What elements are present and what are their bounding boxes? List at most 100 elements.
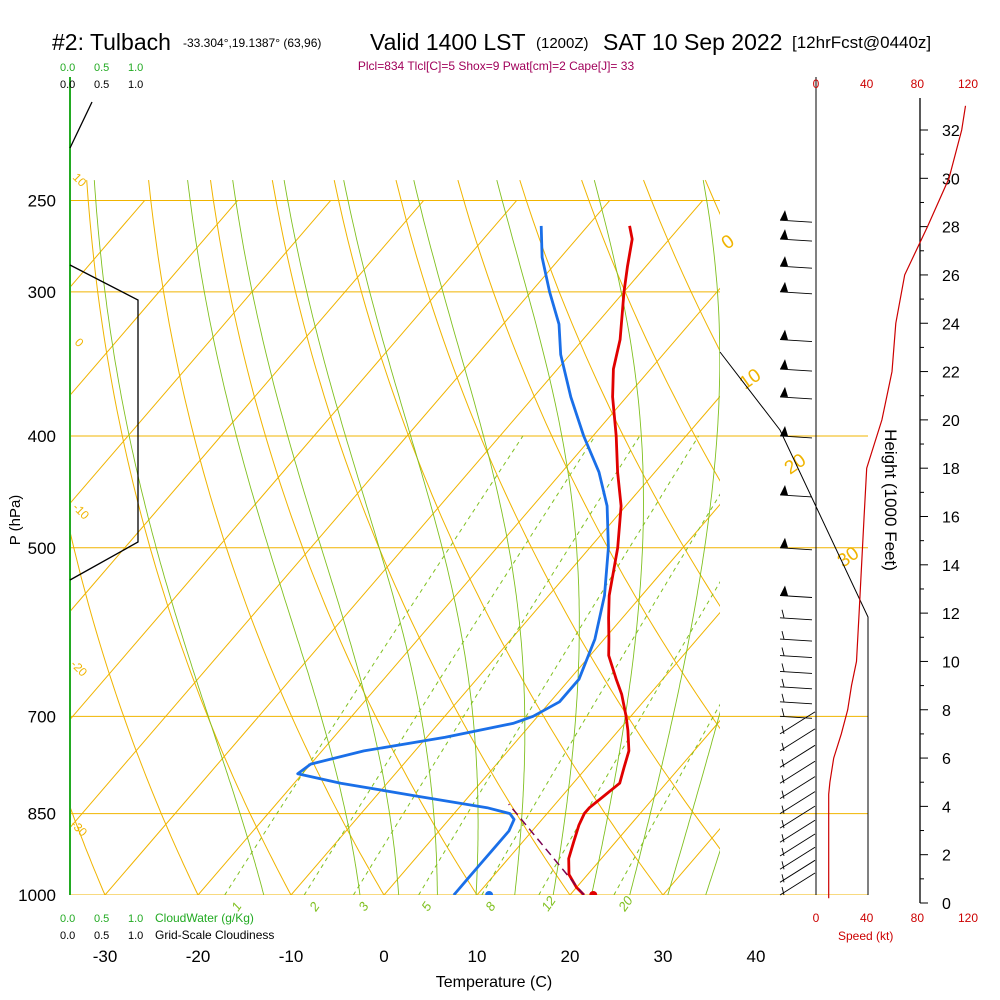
wind-barb-flag (781, 663, 785, 672)
mixing-ratio-label: 12 (538, 893, 559, 914)
wind-barb-flag (781, 805, 785, 814)
chart-header: #2: Tulbach -33.304°,19.1387° (63,96) Va… (52, 29, 931, 73)
wind-barb-flag (781, 886, 785, 896)
isotherm-line (197, 287, 720, 895)
height-tick-label: 12 (942, 606, 960, 623)
height-tick-label: 0 (942, 896, 951, 913)
speed-tick-label-top: 0 (813, 77, 820, 91)
isobar-grid (70, 200, 720, 895)
wind-barb-pennant (780, 484, 788, 495)
wind-barb-flag (781, 678, 785, 687)
moist-adiabat-line (343, 180, 479, 895)
temperature-tick-label: 10 (468, 947, 487, 966)
wind-barb (779, 368, 813, 372)
speed-title: Speed (kt) (838, 929, 893, 943)
height-tick-label: 8 (942, 703, 951, 720)
cloudwater-scale-top-2: 1.0 (128, 62, 143, 74)
wind-barb-flag (781, 874, 785, 883)
wind-barb (779, 435, 813, 439)
wind-barb-flag (781, 708, 785, 717)
isotherm-line (383, 503, 720, 895)
height-tick-label: 14 (942, 558, 960, 575)
temperature-profile (567, 225, 634, 895)
cloudwater-scale-bottom-1: 0.5 (94, 913, 109, 925)
wind-barb-pennant (780, 537, 788, 548)
pressure-tick-label: 300 (28, 283, 56, 302)
isotherm-line (849, 201, 1000, 895)
dry-adiabat-line (70, 529, 199, 895)
dry-adiabat-line (953, 180, 1000, 919)
mixing-ratio-label: 8 (482, 899, 499, 914)
wind-barb (779, 744, 816, 768)
indices-line: Plcl=834 Tlcl[C]=5 Shox=9 Pwat[cm]=2 Cap… (358, 59, 635, 73)
cloudiness-scale-top-1: 0.5 (94, 79, 109, 91)
mixing-ratio-line (481, 493, 720, 895)
moist-adiabat-line (705, 849, 720, 895)
wind-barb (779, 339, 813, 343)
wind-barb-flag (781, 819, 785, 829)
wind-barb-pennant (780, 359, 788, 370)
dry-adiabat-line (457, 179, 720, 730)
dry-adiabat-line (0, 180, 21, 919)
wind-barb-flag (781, 647, 785, 656)
cloud-panel (69, 77, 139, 895)
wind-barb (779, 670, 813, 674)
cloudiness-scale-bottom-1: 0.5 (94, 930, 109, 942)
wind-barb (779, 819, 816, 843)
wind-barb-flag (781, 775, 785, 784)
mixing-ratio-label: 5 (418, 899, 435, 914)
speed-height-panel: 0246810121416182022242628303200404080801… (719, 77, 978, 925)
isotherm-line (476, 611, 720, 895)
speed-tick-label-top: 40 (860, 77, 874, 91)
cloudiness-scale-top-2: 1.0 (128, 79, 143, 91)
wind-barb (779, 595, 813, 598)
wind-barb-pennant (780, 210, 788, 221)
wind-barb-flag (781, 834, 785, 843)
wind-barb-flag (781, 847, 785, 857)
moist-adiabat-line (93, 180, 265, 895)
dry-adiabat-label: 0 (72, 335, 87, 350)
wind-barb (779, 238, 813, 242)
wind-barb (779, 638, 813, 642)
wind-barb (779, 846, 816, 870)
temperature-axis-title: Temperature (C) (436, 974, 552, 991)
cloudwater-scale-bottom-2: 1.0 (128, 913, 143, 925)
dry-adiabat-line (210, 180, 478, 895)
surface-dewpoint-dot (485, 891, 494, 895)
dry-adiabat-label: -10 (70, 500, 92, 522)
cloudiness-scale-top-0: 0.0 (60, 79, 75, 91)
wind-barb-flag (781, 725, 785, 735)
wind-barb (779, 833, 816, 857)
temperature-tick-label: -30 (93, 947, 118, 966)
dry-adiabat-grid (0, 179, 1000, 919)
pressure-tick-label: 500 (28, 539, 56, 558)
height-tick-label: 28 (942, 220, 960, 237)
speed-tick-label-top: 80 (911, 77, 925, 91)
scale-labels: 0.0 0.5 1.0 0.0 0.5 1.0 0.0 0.5 1.0 Clou… (7, 62, 900, 991)
moist-adiabat-line (629, 180, 720, 895)
temperature-tick-label: 20 (561, 947, 580, 966)
pressure-axis-title: P (hPa) (7, 495, 24, 546)
cloudiness-scale-bottom-2: 1.0 (128, 930, 143, 942)
dry-adiabat-line (148, 180, 385, 895)
speed-tick-label-bottom: 120 (958, 911, 978, 925)
wind-barb-pennant (780, 329, 788, 340)
wind-barb (779, 547, 813, 551)
isotherm-line (104, 200, 703, 895)
wind-panel-outline (719, 351, 869, 895)
pressure-tick-label: 400 (28, 427, 56, 446)
wind-barb (779, 219, 813, 223)
temperature-tick-label: 40 (747, 947, 766, 966)
height-tick-label: 20 (942, 413, 960, 430)
dry-adiabat-label: -30 (68, 817, 90, 839)
wind-barb (779, 715, 813, 719)
speed-tick-label-bottom: 80 (911, 911, 925, 925)
height-tick-label: 18 (942, 461, 960, 478)
wind-barb-pennant (780, 229, 788, 240)
isotherm-line (290, 395, 720, 895)
dry-adiabat-label: -20 (68, 657, 90, 679)
temperature-tick-label: -20 (186, 947, 211, 966)
mixing-ratio-label: 2 (306, 899, 323, 915)
moist-adiabat-label: 30 (834, 543, 863, 572)
valid-date: SAT 10 Sep 2022 (603, 29, 782, 55)
